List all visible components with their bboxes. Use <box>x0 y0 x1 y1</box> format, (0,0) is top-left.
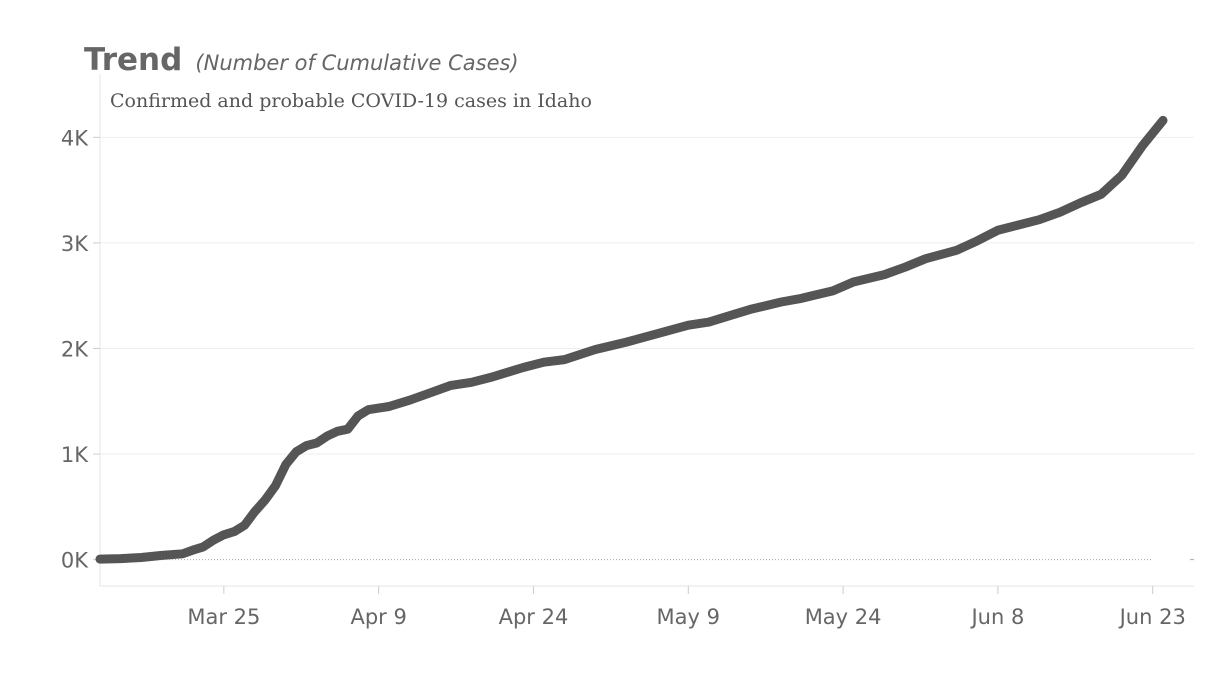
y-tick-label: 3K <box>61 232 89 256</box>
y-tick-label: 1K <box>61 443 89 467</box>
x-tick-label: Jun 8 <box>969 605 1024 629</box>
series-line-cumulative-cases <box>95 115 1168 564</box>
x-tick-label: Mar 25 <box>187 605 260 629</box>
x-tick-label: May 24 <box>805 605 882 629</box>
series-layer <box>95 115 1168 564</box>
x-tick-label: Apr 9 <box>350 605 406 629</box>
chart-title-row: Trend (Number of Cumulative Cases) <box>84 42 519 78</box>
y-tick-label: 2K <box>61 337 89 361</box>
chart-subtitle: Confirmed and probable COVID-19 cases in… <box>110 90 592 112</box>
chart-title-note: (Number of Cumulative Cases) <box>195 51 519 75</box>
grid-layer <box>100 136 1194 561</box>
chart-title: Trend <box>84 42 183 78</box>
x-tick-label: Jun 23 <box>1118 605 1186 629</box>
y-tick-label: 4K <box>61 126 89 150</box>
axis-layer: 0K 1K 2K 3K 4K Mar 25 Apr 9 Apr 24 May 9 May 24 Ju… <box>61 74 1194 629</box>
x-tick-label: Apr 24 <box>499 605 569 629</box>
y-tick-label: 0K <box>61 549 89 573</box>
x-tick-label: May 9 <box>657 605 720 629</box>
